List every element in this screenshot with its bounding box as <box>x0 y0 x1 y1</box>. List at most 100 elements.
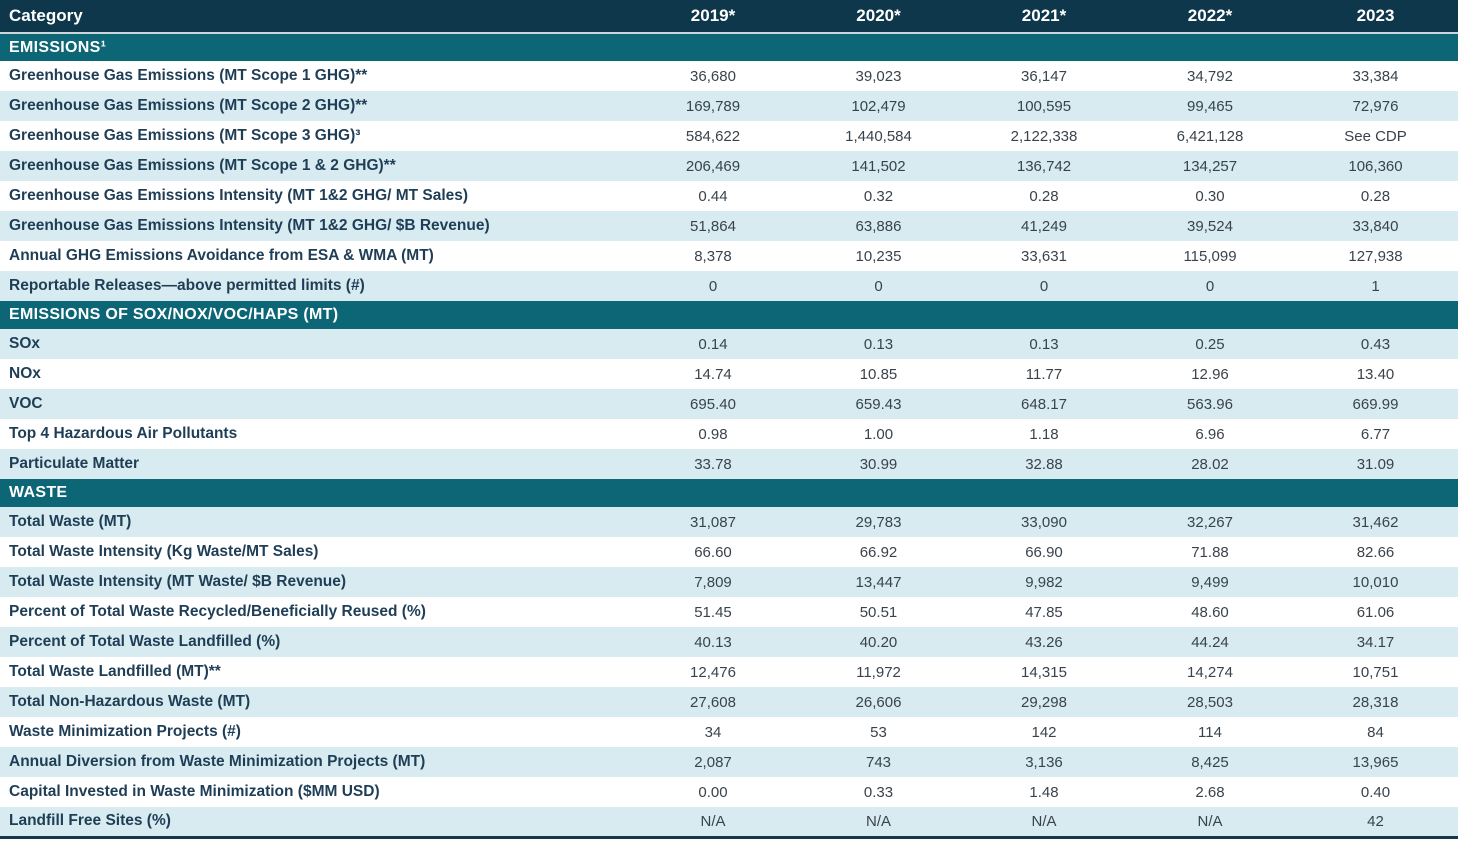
value-cell: 2.68 <box>1195 783 1225 801</box>
category-cell: Total Non-Hazardous Waste (MT) <box>9 693 251 710</box>
value-cell: 14.74 <box>694 365 732 383</box>
value-cell: 584,622 <box>685 127 741 145</box>
value-cell: 82.66 <box>1356 543 1395 561</box>
value-cell: 14,315 <box>1021 663 1067 681</box>
table-row: Total Non-Hazardous Waste (MT) 27,608 26… <box>0 687 1458 717</box>
category-cell: Waste Minimization Projects (#) <box>9 723 241 740</box>
value-cell: 115,099 <box>1183 247 1237 265</box>
value-cell: 30.99 <box>859 455 898 473</box>
category-cell: Greenhouse Gas Emissions (MT Scope 1 & 2… <box>9 157 396 174</box>
value-cell: 13,965 <box>1352 753 1399 771</box>
value-cell: N/A <box>1197 812 1223 830</box>
section-header-row: WASTE <box>0 479 1458 507</box>
column-header-category: Category <box>0 0 630 33</box>
value-cell: 66.60 <box>694 543 732 561</box>
value-cell: 26,606 <box>855 693 902 711</box>
value-cell: 0.32 <box>863 187 894 205</box>
category-cell: Particulate Matter <box>9 455 140 472</box>
value-cell: 11,972 <box>856 663 901 681</box>
category-cell: Capital Invested in Waste Minimization (… <box>9 783 380 800</box>
value-cell: 50.51 <box>859 603 898 621</box>
value-cell: N/A <box>1031 812 1057 830</box>
value-cell: 48.60 <box>1191 603 1229 621</box>
value-cell: 563.96 <box>1187 395 1233 413</box>
category-cell: Greenhouse Gas Emissions (MT Scope 1 GHG… <box>9 67 368 84</box>
column-header-2022: 2022* <box>1127 0 1293 33</box>
value-cell: See CDP <box>1344 127 1407 145</box>
value-cell: 1.00 <box>863 425 894 443</box>
value-cell: 7,809 <box>694 573 732 591</box>
value-cell: 84 <box>1367 723 1384 741</box>
value-cell: 0 <box>1039 277 1049 295</box>
value-cell: 8,378 <box>694 247 732 265</box>
category-cell: NOx <box>9 365 41 382</box>
value-cell: 31.09 <box>1356 455 1395 473</box>
value-cell: 27,608 <box>690 693 736 711</box>
value-cell: 12.96 <box>1191 365 1229 383</box>
table-row: Total Waste Intensity (Kg Waste/MT Sales… <box>0 537 1458 567</box>
category-cell: Total Waste Intensity (Kg Waste/MT Sales… <box>9 543 319 560</box>
table-row: Greenhouse Gas Emissions (MT Scope 3 GHG… <box>0 121 1458 151</box>
value-cell: 51,864 <box>690 217 736 235</box>
column-header-2020: 2020* <box>796 0 961 33</box>
table-row: Percent of Total Waste Landfilled (%) 40… <box>0 627 1458 657</box>
value-cell: 114 <box>1198 723 1222 741</box>
category-cell: Landfill Free Sites (%) <box>9 812 171 830</box>
value-cell: 13.40 <box>1356 365 1395 383</box>
header-row: Category 2019* 2020* 2021* 2022* 2023 <box>0 0 1458 33</box>
value-cell: 28.02 <box>1191 455 1229 473</box>
value-cell: 206,469 <box>685 157 741 175</box>
table-row: NOx 14.74 10.85 11.77 12.96 13.40 <box>0 359 1458 389</box>
category-cell: Annual GHG Emissions Avoidance from ESA … <box>9 247 434 264</box>
value-cell: 10,751 <box>1352 663 1399 681</box>
value-cell: 0.13 <box>1029 335 1059 353</box>
section-header-row: EMISSIONS OF SOX/NOX/VOC/HAPS (MT) <box>0 301 1458 329</box>
value-cell: 11.77 <box>1025 365 1063 383</box>
section-title: EMISSIONS¹ <box>0 33 1458 61</box>
value-cell: 33,840 <box>1352 217 1399 235</box>
value-cell: 6,421,128 <box>1176 127 1244 145</box>
value-cell: 1 <box>1371 277 1380 295</box>
value-cell: 29,783 <box>855 513 902 531</box>
column-header-2019: 2019* <box>630 0 796 33</box>
value-cell: 28,318 <box>1352 693 1399 711</box>
table-row: Greenhouse Gas Emissions (MT Scope 1 GHG… <box>0 61 1458 91</box>
value-cell: 33,384 <box>1352 67 1399 85</box>
value-cell: 31,087 <box>690 513 736 531</box>
table-row: Annual Diversion from Waste Minimization… <box>0 747 1458 777</box>
table-row: Greenhouse Gas Emissions (MT Scope 2 GHG… <box>0 91 1458 121</box>
value-cell: 66.90 <box>1025 543 1063 561</box>
value-cell: 0.33 <box>863 783 894 801</box>
value-cell: 136,742 <box>1016 157 1072 175</box>
value-cell: 39,524 <box>1187 217 1233 235</box>
value-cell: N/A <box>700 812 726 830</box>
column-header-2021: 2021* <box>961 0 1127 33</box>
value-cell: 33,631 <box>1021 247 1067 265</box>
value-cell: 32,267 <box>1187 513 1233 531</box>
value-cell: 100,595 <box>1016 97 1072 115</box>
table-row: Top 4 Hazardous Air Pollutants 0.98 1.00… <box>0 419 1458 449</box>
value-cell: 0.43 <box>1360 335 1391 353</box>
value-cell: 669.99 <box>1352 395 1399 413</box>
table-row: Greenhouse Gas Emissions Intensity (MT 1… <box>0 181 1458 211</box>
value-cell: 44.24 <box>1191 633 1229 651</box>
category-cell: Total Waste Intensity (MT Waste/ $B Reve… <box>9 573 347 590</box>
value-cell: 0.98 <box>698 425 728 443</box>
value-cell: 34.17 <box>1356 633 1395 651</box>
value-cell: 0.28 <box>1360 187 1391 205</box>
table-row: Capital Invested in Waste Minimization (… <box>0 777 1458 807</box>
table-row: Waste Minimization Projects (#) 34 53 14… <box>0 717 1458 747</box>
value-cell: 63,886 <box>855 217 902 235</box>
value-cell: 0.44 <box>698 187 728 205</box>
value-cell: 40.20 <box>859 633 898 651</box>
value-cell: 71.88 <box>1191 543 1229 561</box>
value-cell: 33,090 <box>1021 513 1067 531</box>
table-row: Total Waste Intensity (MT Waste/ $B Reve… <box>0 567 1458 597</box>
value-cell: 32.88 <box>1025 455 1063 473</box>
value-cell: 29,298 <box>1021 693 1067 711</box>
table-row: Greenhouse Gas Emissions (MT Scope 1 & 2… <box>0 151 1458 181</box>
value-cell: 743 <box>865 753 892 771</box>
value-cell: 66.92 <box>859 543 898 561</box>
value-cell: 31,462 <box>1352 513 1399 531</box>
value-cell: 0 <box>874 277 883 295</box>
